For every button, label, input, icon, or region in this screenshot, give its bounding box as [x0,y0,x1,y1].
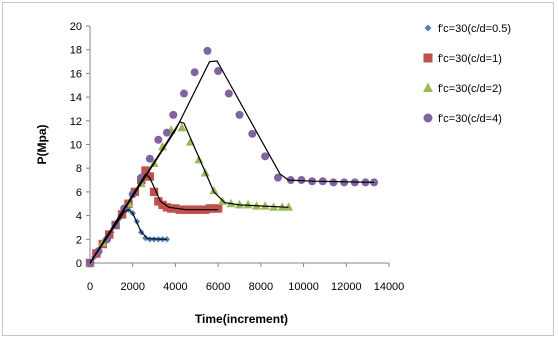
y-tick-label: 6 [76,187,82,199]
legend-marker-1 [424,24,432,32]
series-2-point [145,172,154,181]
series-4-point [214,67,223,76]
series-4-point [190,68,199,77]
legend-label-1: f'c=30(c/d=0.5) [438,23,511,35]
series-4-point [261,152,270,161]
x-tick-label: 14000 [374,281,405,293]
series-4-fit-line [89,60,375,264]
series-3-point [158,141,168,151]
x-tick-label: 2000 [120,281,144,293]
y-tick-label: 18 [70,45,82,57]
series-1-fit-line [89,208,167,264]
series-3-point [243,199,253,209]
y-tick-label: 2 [76,234,82,246]
y-tick-label: 16 [70,68,82,80]
series-2-point [205,204,214,213]
y-tick-label: 12 [70,116,82,128]
series-4-point [162,128,171,137]
series-4-point [273,173,282,182]
series-4-point [235,110,244,119]
series-4-point [145,154,154,163]
series-3-point [284,202,294,211]
x-tick-label: 12000 [331,281,362,293]
x-axis-title: Time(increment) [195,312,288,326]
x-tick-label: 4000 [163,281,187,293]
series-2-point [158,200,167,210]
y-tick-label: 8 [76,163,82,175]
series-2-point [166,204,176,213]
y-tick-label: 20 [70,21,82,33]
series-4-point [154,135,163,144]
series-4-point [203,46,212,55]
x-tick-label: 10000 [288,281,319,293]
series-3-point [209,185,219,195]
legend-label-4: f'c=30(c/d=4) [438,113,502,125]
series-2-point [149,187,159,197]
series-4-point [179,89,188,98]
legend-marker-3 [423,82,433,92]
series-2-fit-line [89,173,219,264]
series-4-point [329,178,338,187]
series-2-point [154,197,163,206]
series-4-point [248,129,257,138]
legend-label-2: f'c=30(c/d=1) [438,53,502,65]
y-axis-title: P(Mpa) [35,125,49,165]
series-2-point [213,204,223,213]
x-tick-label: 8000 [249,281,273,293]
x-tick-label: 6000 [206,281,230,293]
series-4-point [340,178,349,187]
series-2-point [175,205,184,214]
series-2-point [141,166,150,175]
y-tick-label: 14 [70,92,82,104]
y-tick-label: 0 [76,258,82,270]
legend-marker-2 [423,53,433,63]
y-tick-label: 10 [70,140,82,152]
series-2-point [209,204,219,213]
series-3-point [260,201,270,210]
chart-border [2,2,554,336]
series-2-point [162,203,172,212]
x-tick-label: 0 [87,281,93,293]
y-tick-label: 4 [76,211,82,223]
legend-label-3: f'c=30(c/d=2) [438,83,502,95]
series-4-point [224,89,233,98]
series-3-point [235,199,244,209]
series-3-point [177,122,187,132]
legend-marker-4 [423,113,433,123]
series-4-point [169,110,178,119]
